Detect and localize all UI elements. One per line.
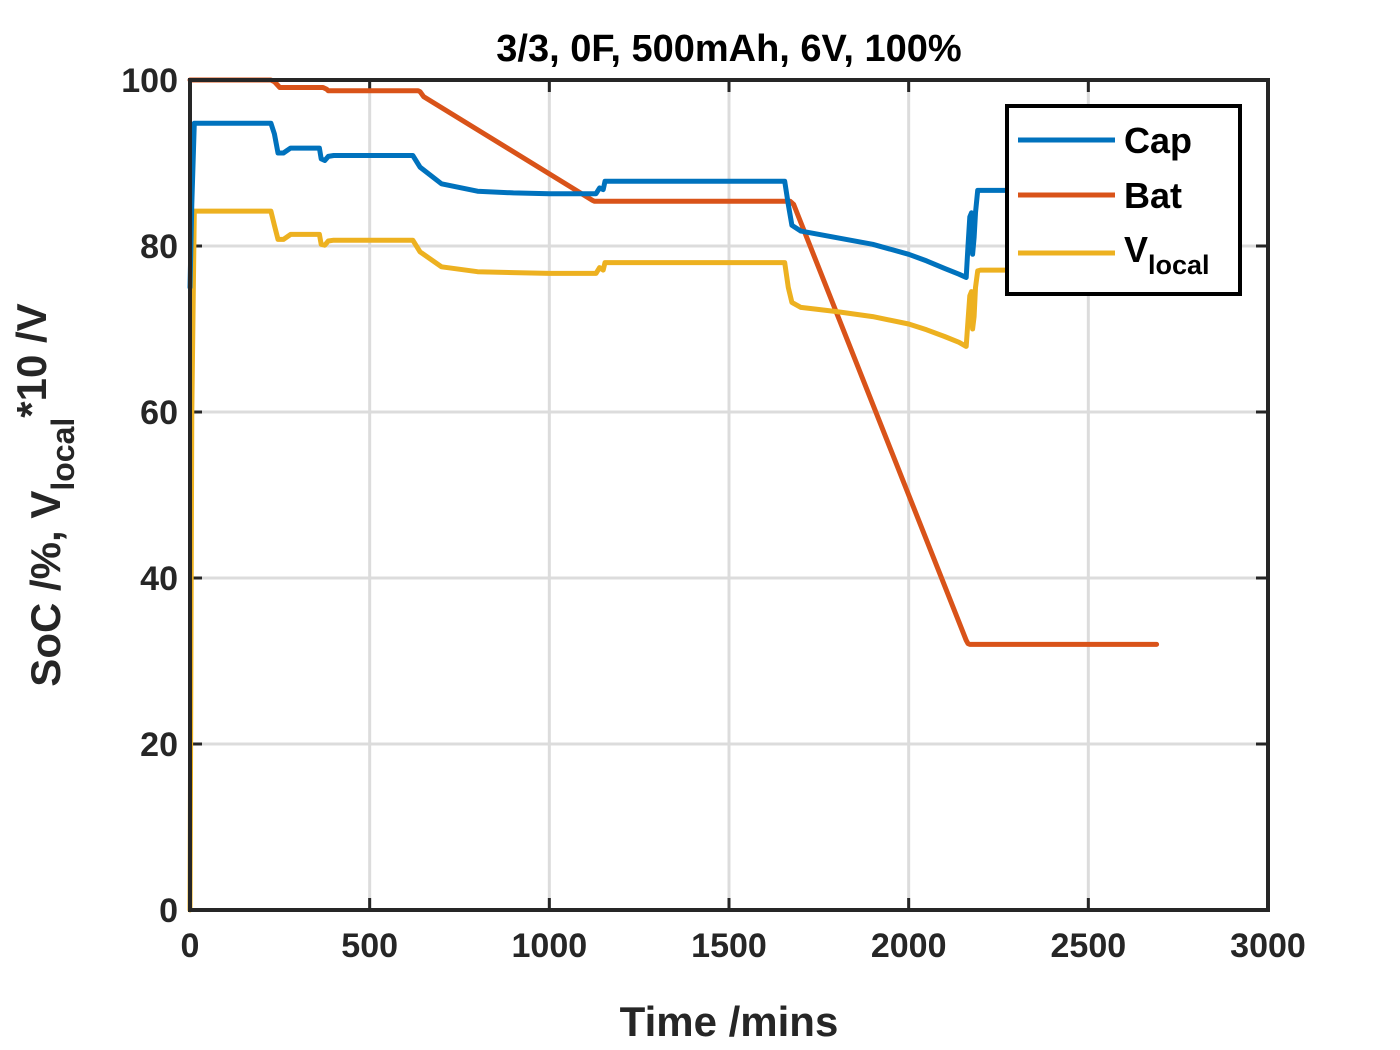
y-tick-label: 100 bbox=[121, 62, 178, 100]
y-tick-label: 20 bbox=[140, 726, 178, 764]
x-tick-label: 1500 bbox=[691, 927, 767, 965]
series-line-v-local bbox=[187, 208, 1156, 913]
x-tick-label: 500 bbox=[341, 927, 398, 965]
chart-title: 3/3, 0F, 500mAh, 6V, 100% bbox=[496, 28, 961, 70]
series-line-cap bbox=[187, 120, 1156, 290]
x-tick-label: 2500 bbox=[1051, 927, 1127, 965]
y-axis-label-suffix: *10 /V bbox=[8, 303, 55, 417]
legend: Cap Bat Vlocal bbox=[1005, 104, 1242, 296]
legend-label-bat: Bat bbox=[1124, 175, 1182, 216]
x-tick-label: 2000 bbox=[871, 927, 947, 965]
y-tick-label: 40 bbox=[140, 560, 178, 598]
tick-labels: 0 500 1000 1500 2000 2500 3000 0 20 40 60 80 100 bbox=[121, 62, 1306, 965]
y-tick-label: 80 bbox=[140, 228, 178, 266]
legend-box bbox=[1005, 104, 1242, 296]
y-axis-label-prefix: SoC /%, V bbox=[22, 491, 69, 687]
legend-label-vlocal-main: V bbox=[1124, 229, 1148, 270]
x-tick-label: 0 bbox=[181, 927, 200, 965]
series-line-bat bbox=[187, 77, 1160, 647]
x-axis-label: Time /mins bbox=[620, 998, 839, 1045]
series-layer bbox=[187, 77, 1160, 913]
plot-frame bbox=[188, 78, 1270, 912]
legend-label-cap: Cap bbox=[1124, 120, 1192, 161]
y-tick-label: 0 bbox=[159, 892, 178, 930]
y-tick-label: 60 bbox=[140, 394, 178, 432]
legend-label-vlocal: Vlocal bbox=[1124, 229, 1210, 280]
y-axis-label: SoC /%, Vlocal*10 /V bbox=[8, 303, 81, 686]
legend-label-vlocal-subscript: local bbox=[1148, 250, 1210, 280]
x-tick-label: 1000 bbox=[512, 927, 588, 965]
x-tick-label: 3000 bbox=[1230, 927, 1306, 965]
y-axis-label-subscript: local bbox=[45, 418, 81, 491]
grid bbox=[190, 80, 1268, 910]
